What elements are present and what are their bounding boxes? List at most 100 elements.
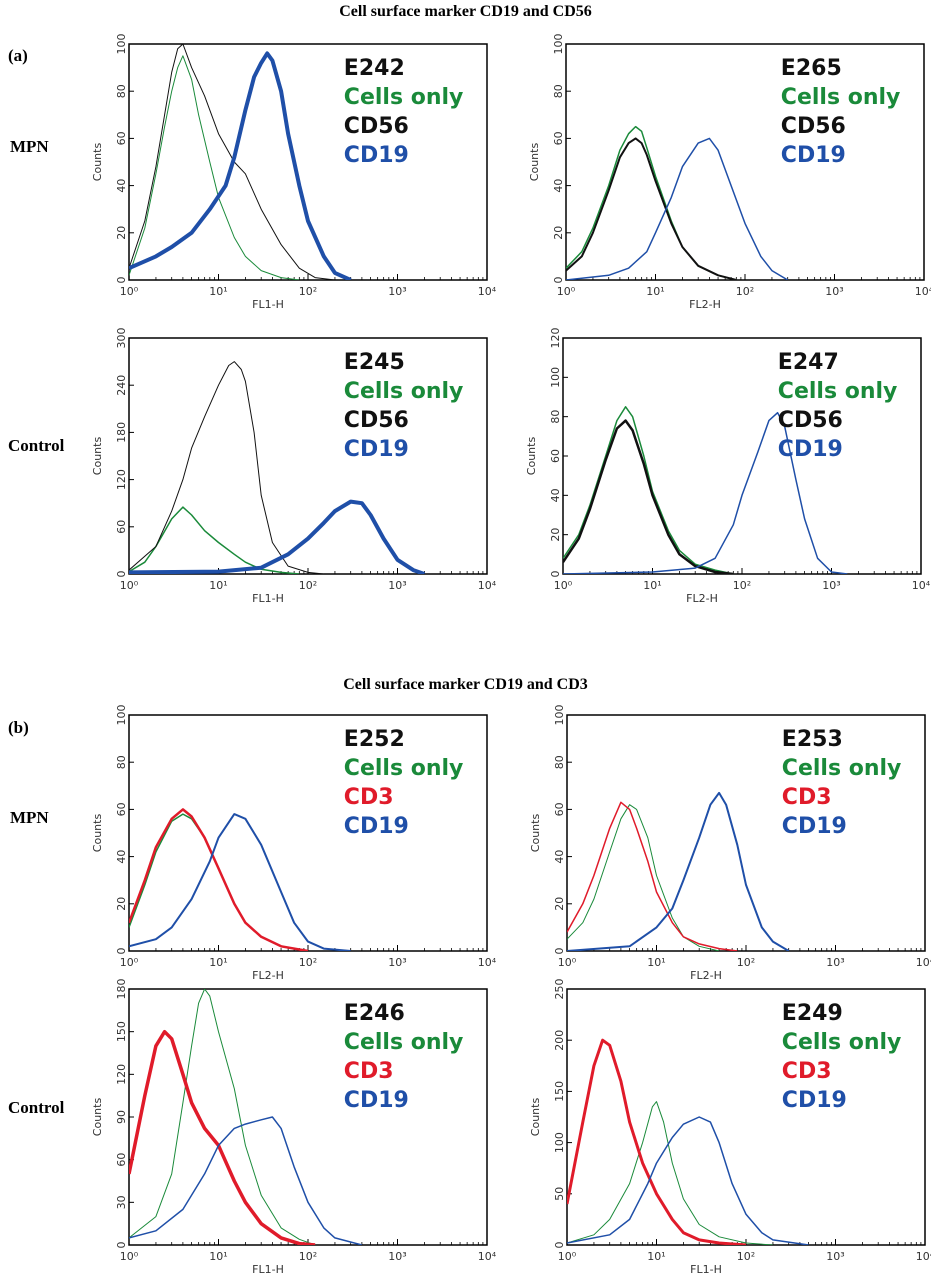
e252-xtick-label: 10⁴ (478, 956, 497, 969)
e246-y-axis-label: Counts (91, 1098, 104, 1137)
e242-series-cd56 (129, 44, 335, 280)
e265-x-axis-label: FL2-H (689, 298, 721, 311)
e247-legend-cd19: CD19 (778, 437, 843, 462)
histogram-e249: 0 50 100 150 200 250 10⁰ 10¹ 10² 10³ 10⁴ FL1-H Count… (529, 979, 931, 1277)
e265-y-axis-label: Counts (528, 143, 541, 182)
e249-xtick-label: 10⁴ (916, 1250, 931, 1263)
e253-ytick-label: 0 (553, 948, 566, 955)
e252-ytick-label: 0 (115, 948, 128, 955)
e242-ytick-label: 80 (115, 84, 128, 98)
e245-ytick-label: 120 (115, 469, 128, 490)
e253-series-cd19 (567, 791, 790, 951)
e253-x-axis-label: FL2-H (690, 969, 722, 982)
e242-xtick-label: 10² (299, 285, 317, 298)
e252-series-cd3 (129, 808, 309, 951)
e252-ytick-label: 20 (115, 897, 128, 911)
e246-ytick-label: 180 (115, 979, 128, 1000)
e265-legend-cd19: CD19 (781, 143, 846, 168)
e242-y-axis-label: Counts (91, 143, 104, 182)
histogram-e252: 0 20 40 60 80 100 10⁰ 10¹ 10² 10³ 10⁴ FL2-H Counts E2… (91, 705, 497, 983)
e249-series-cd19 (567, 1116, 809, 1245)
e242-ytick-label: 0 (115, 277, 128, 284)
e249-plot-frame (566, 988, 926, 1246)
e245-xtick-label: 10⁴ (478, 579, 497, 592)
e245-ytick-label: 180 (115, 422, 128, 443)
histogram-e242: 0 20 40 60 80 100 10⁰ 10¹ 10² 10³ 10⁴ FL1-H Counts E2… (91, 34, 497, 312)
e247-ytick-label: 0 (549, 571, 562, 578)
e249-ytick-label: 0 (553, 1242, 566, 1249)
e246-ytick-label: 90 (115, 1110, 128, 1124)
e249-ytick-label: 50 (553, 1187, 566, 1201)
e242-legend-cd19: CD19 (344, 143, 409, 168)
e245-series-cells-only (129, 506, 300, 574)
e247-xtick-label: 10⁰ (554, 579, 573, 592)
e247-ytick-label: 100 (549, 367, 562, 388)
e242-legend-cells-only: Cells only (344, 85, 464, 110)
e242-ytick-label: 100 (115, 34, 128, 55)
e249-ytick-label: 200 (553, 1030, 566, 1051)
e265-series-cd19 (566, 137, 789, 280)
e252-series-cd19 (129, 813, 351, 951)
e246-xtick-label: 10⁴ (478, 1250, 497, 1263)
e265-ytick-label: 100 (552, 34, 565, 55)
e265-ytick-label: 60 (552, 131, 565, 145)
e265-ytick-label: 20 (552, 226, 565, 240)
e249-ytick-label: 100 (553, 1132, 566, 1153)
e265-legend-cd56: CD56 (781, 114, 846, 139)
e246-xtick-label: 10⁰ (120, 1250, 139, 1263)
e242-x-axis-label: FL1-H (252, 298, 284, 311)
e249-y-axis-label: Counts (529, 1098, 542, 1137)
e252-xtick-label: 10² (299, 956, 317, 969)
e252-legend-cells-only: Cells only (344, 756, 464, 781)
e253-xtick-label: 10⁰ (558, 956, 577, 969)
e245-ytick-label: 0 (115, 571, 128, 578)
e245-xtick-label: 10⁰ (120, 579, 139, 592)
e252-ytick-label: 40 (115, 850, 128, 864)
e265-series-cd56 (566, 137, 737, 280)
e242-ytick-label: 60 (115, 131, 128, 145)
e245-series-cd19 (129, 499, 426, 574)
e247-ytick-label: 60 (549, 449, 562, 463)
e245-sample-id: E245 (344, 350, 405, 375)
e265-xtick-label: 10² (736, 285, 754, 298)
e253-ytick-label: 80 (553, 755, 566, 769)
e249-xtick-label: 10² (737, 1250, 755, 1263)
e252-sample-id: E252 (344, 727, 405, 752)
e242-xtick-label: 10⁰ (120, 285, 139, 298)
section-b-title: Cell surface marker CD19 and CD3 (343, 676, 588, 693)
e249-sample-id: E249 (782, 1001, 843, 1026)
e253-xtick-label: 10³ (826, 956, 844, 969)
e253-series-cd3 (567, 801, 738, 951)
e253-ytick-label: 40 (553, 850, 566, 864)
e245-ytick-label: 60 (115, 520, 128, 534)
e253-legend-cd19: CD19 (782, 814, 847, 839)
e245-ytick-label: 300 (115, 328, 128, 349)
e265-plot-frame (565, 43, 925, 281)
e242-series-cells-only (129, 55, 300, 280)
e247-series-cd56 (563, 419, 734, 574)
row-label-control-b: Control (8, 1098, 65, 1117)
row-label-mpn-b: MPN (10, 808, 49, 827)
e249-series-cells-only (567, 1101, 773, 1245)
e252-xtick-label: 10⁰ (120, 956, 139, 969)
e246-series-cells-only (129, 989, 316, 1245)
e252-xtick-label: 10³ (388, 956, 406, 969)
e247-xtick-label: 10¹ (643, 579, 661, 592)
e246-series-cd19 (129, 1116, 363, 1245)
e265-ytick-label: 80 (552, 84, 565, 98)
e246-plot-frame (128, 988, 488, 1246)
e253-ytick-label: 60 (553, 802, 566, 816)
e249-legend-cd3: CD3 (782, 1059, 832, 1084)
histogram-e247: 0 20 40 60 80 100 120 10⁰ 10¹ 10² 10³ 10⁴ FL2-H Count… (525, 328, 931, 606)
e246-legend-cd3: CD3 (344, 1059, 394, 1084)
e249-x-axis-label: FL1-H (690, 1263, 722, 1276)
e246-ytick-label: 30 (115, 1195, 128, 1209)
row-label-mpn-a: MPN (10, 137, 49, 156)
e247-ytick-label: 40 (549, 488, 562, 502)
e246-ytick-label: 120 (115, 1064, 128, 1085)
e252-legend-cd19: CD19 (344, 814, 409, 839)
e242-legend-cd56: CD56 (344, 114, 409, 139)
section-a-title: Cell surface marker CD19 and CD56 (339, 3, 592, 20)
e249-xtick-label: 10³ (826, 1250, 844, 1263)
e242-xtick-label: 10³ (388, 285, 406, 298)
